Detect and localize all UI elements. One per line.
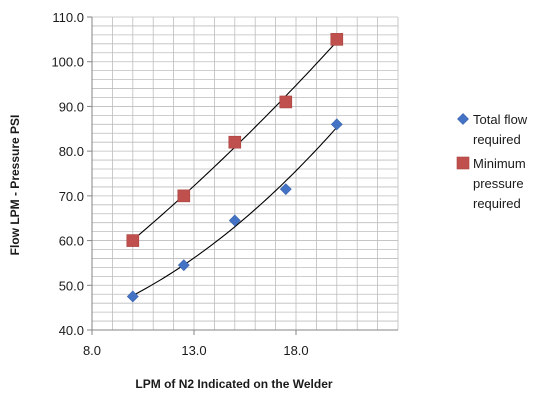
data-point-minimum-pressure xyxy=(228,135,242,149)
data-point-total-flow xyxy=(279,183,292,196)
data-point-total-flow xyxy=(330,118,343,131)
legend-label-line: Minimum xyxy=(473,156,526,171)
x-tick-label: 8.0 xyxy=(83,343,101,358)
trendline xyxy=(132,127,338,296)
legend: Total flow required Minimum pressure require… xyxy=(456,112,528,211)
y-tick-label: 70.0 xyxy=(59,189,84,204)
x-tick-label: 13.0 xyxy=(181,343,206,358)
tick-label-layer: 40.0 50.0 60.0 70.0 80.0 90.0 100.0 110.0 8.0 13.… xyxy=(51,10,308,358)
data-point-layer xyxy=(126,33,344,303)
axis-layer xyxy=(87,16,398,335)
y-tick-label: 90.0 xyxy=(59,99,84,114)
y-tick-label: 110.0 xyxy=(52,10,84,25)
y-tick-label: 60.0 xyxy=(59,234,84,249)
legend-label-line: pressure xyxy=(473,176,524,191)
data-point-total-flow xyxy=(228,214,241,227)
x-axis-title: LPM of N2 Indicated on the Welder xyxy=(135,377,332,391)
data-point-minimum-pressure xyxy=(126,234,140,247)
legend-marker-total-flow xyxy=(457,113,469,125)
legend-marker-minimum-pressure xyxy=(456,156,470,170)
y-tick-label: 40.0 xyxy=(59,323,84,338)
legend-label-line: required xyxy=(473,196,521,211)
legend-label-line: required xyxy=(473,132,521,147)
y-tick-label: 100.0 xyxy=(51,55,84,70)
data-point-minimum-pressure xyxy=(279,95,293,109)
grid-layer xyxy=(91,16,399,331)
data-point-total-flow xyxy=(126,290,139,303)
data-point-minimum-pressure xyxy=(330,33,344,46)
y-tick-label: 50.0 xyxy=(59,278,84,293)
y-tick-label: 80.0 xyxy=(59,144,84,159)
legend-label-line: Total flow xyxy=(473,112,528,127)
x-tick-label: 18.0 xyxy=(283,343,308,358)
data-point-total-flow xyxy=(177,259,190,272)
y-axis-title: Flow LPM - Pressure PSI xyxy=(8,115,22,256)
data-point-minimum-pressure xyxy=(177,189,191,203)
